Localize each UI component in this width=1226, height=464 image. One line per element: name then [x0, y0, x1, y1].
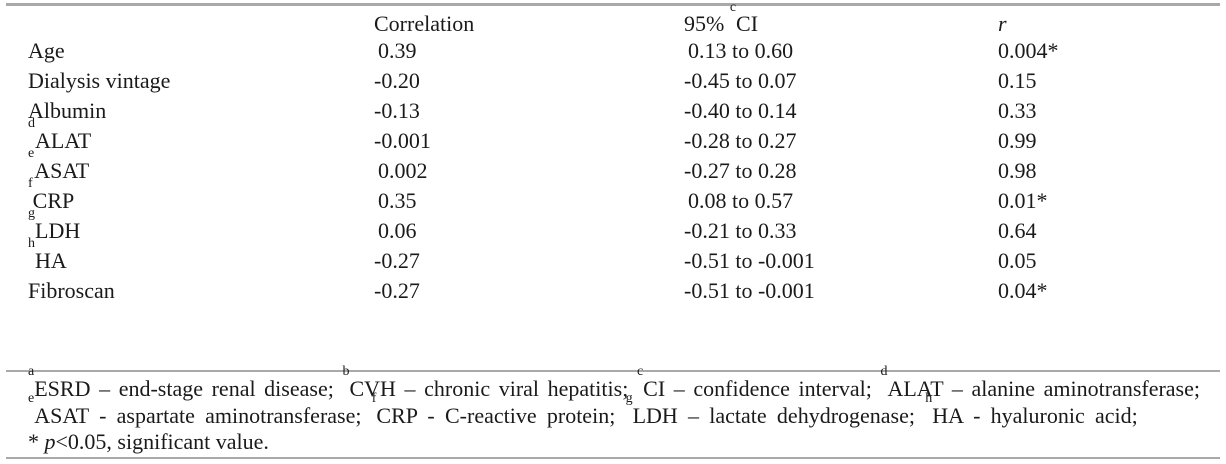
variable-cell: hHA [28, 236, 67, 274]
variable-cell: Fibroscan [28, 278, 115, 303]
header-correlation: Correlation [374, 11, 475, 36]
table-row: Dialysis vintage -0.20 -0.45 to 0.07 0.15 [28, 66, 1198, 96]
table-row: gLDH 0.06 -0.21 to 0.33 0.64 [28, 206, 1198, 246]
correlation-cell: 0.002 [378, 158, 428, 183]
significance-note: * p<0.05, significant value. [28, 429, 269, 454]
variable-cell: Dialysis vintage [28, 68, 171, 93]
ci-cell: -0.40 to 0.14 [684, 98, 797, 123]
correlation-cell: 0.06 [378, 218, 417, 243]
header-ci-sup: c [729, 0, 737, 15]
table-row: Albumin -0.13 -0.40 to 0.14 0.33 [28, 96, 1198, 126]
r-cell: 0.33 [998, 98, 1037, 123]
correlation-cell: -0.001 [374, 128, 431, 153]
variable-sup: g [28, 206, 35, 221]
r-cell: 0.04* [998, 278, 1048, 303]
ci-cell: -0.51 to -0.001 [684, 248, 815, 273]
ci-cell: 0.13 to 0.60 [688, 38, 794, 63]
ci-cell: -0.21 to 0.33 [684, 218, 797, 243]
header-ci: 95% cCI [684, 0, 759, 36]
ci-cell: -0.27 to 0.28 [684, 158, 797, 183]
r-cell: 0.98 [998, 158, 1037, 183]
ci-cell: 0.08 to 0.57 [688, 188, 794, 213]
footnote-item: eASAT - aspartate aminotransferase; [28, 390, 372, 428]
ci-cell: -0.28 to 0.27 [684, 128, 797, 153]
correlation-cell: 0.35 [378, 188, 417, 213]
table-row: Age 0.39 0.13 to 0.60 0.004* [28, 36, 1198, 66]
correlation-cell: -0.13 [374, 98, 420, 123]
table-row: fCRP 0.35 0.08 to 0.57 0.01* [28, 176, 1198, 216]
middle-rule [6, 370, 1220, 372]
correlation-cell: 0.39 [378, 38, 417, 63]
footnote-item: aESRD – end-stage renal disease; [28, 364, 343, 402]
r-cell: 0.05 [998, 248, 1037, 273]
variable-cell: dALAT [28, 116, 92, 154]
footnote: aESRD – end-stage renal disease; bCVH – … [28, 364, 1200, 456]
r-cell: 0.01* [998, 188, 1048, 213]
footnote-sup: e [28, 390, 35, 406]
variable-cell: gLDH [28, 206, 81, 244]
correlation-cell: -0.27 [374, 278, 420, 303]
footnote-item: hHA - hyaluronic acid; [925, 390, 1138, 428]
correlation-table: Correlation 95% cCI r Age 0.39 0.13 to 0.6… [28, 0, 1198, 306]
top-rule [6, 3, 1220, 6]
r-cell: 0.15 [998, 68, 1037, 93]
table-row: hHA -0.27 -0.51 to -0.001 0.05 [28, 236, 1198, 276]
variable-sup: e [28, 146, 35, 161]
header-variable [28, 12, 374, 36]
table-header-row: Correlation 95% cCI r [28, 0, 1198, 36]
table-row: dALAT -0.001 -0.28 to 0.27 0.99 [28, 116, 1198, 156]
ci-cell: -0.45 to 0.07 [684, 68, 797, 93]
footnote-sup: c [636, 364, 644, 379]
footnote-item: dALAT – alanine aminotransferase; [880, 364, 1200, 402]
ci-cell: -0.51 to -0.001 [684, 278, 815, 303]
header-r: r [998, 11, 1007, 36]
footnote-sup: g [625, 390, 633, 406]
table-row: eASAT 0.002 -0.27 to 0.28 0.98 [28, 146, 1198, 186]
footnote-sup: h [925, 390, 933, 406]
footnote-sup: a [28, 364, 35, 379]
bottom-rule [6, 457, 1220, 459]
r-cell: 0.64 [998, 218, 1037, 243]
footnote-item: bCVH – chronic viral hepatitis; [342, 364, 637, 402]
table-row: Fibroscan -0.27 -0.51 to -0.001 0.04* [28, 276, 1198, 306]
footnote-sup: f [371, 390, 377, 406]
footnote-item: fCRP - C-reactive protein; [371, 390, 626, 428]
variable-cell: fCRP [28, 176, 75, 214]
variable-cell: Albumin [28, 98, 107, 123]
r-cell: 0.99 [998, 128, 1037, 153]
variable-cell: eASAT [28, 146, 90, 184]
variable-sup: h [28, 236, 35, 251]
variable-cell: Age [28, 38, 65, 63]
correlation-cell: -0.27 [374, 248, 420, 273]
footnote-sup: d [880, 364, 888, 379]
footnote-item: cCI – confidence interval; [636, 364, 881, 402]
variable-sup: d [28, 116, 35, 131]
footnote-sup: b [342, 364, 350, 379]
r-cell: 0.004* [998, 38, 1059, 63]
variable-sup: f [28, 176, 33, 191]
correlation-cell: -0.20 [374, 68, 420, 93]
footnote-item: gLDH – lactate dehydrogenase; [625, 390, 926, 428]
